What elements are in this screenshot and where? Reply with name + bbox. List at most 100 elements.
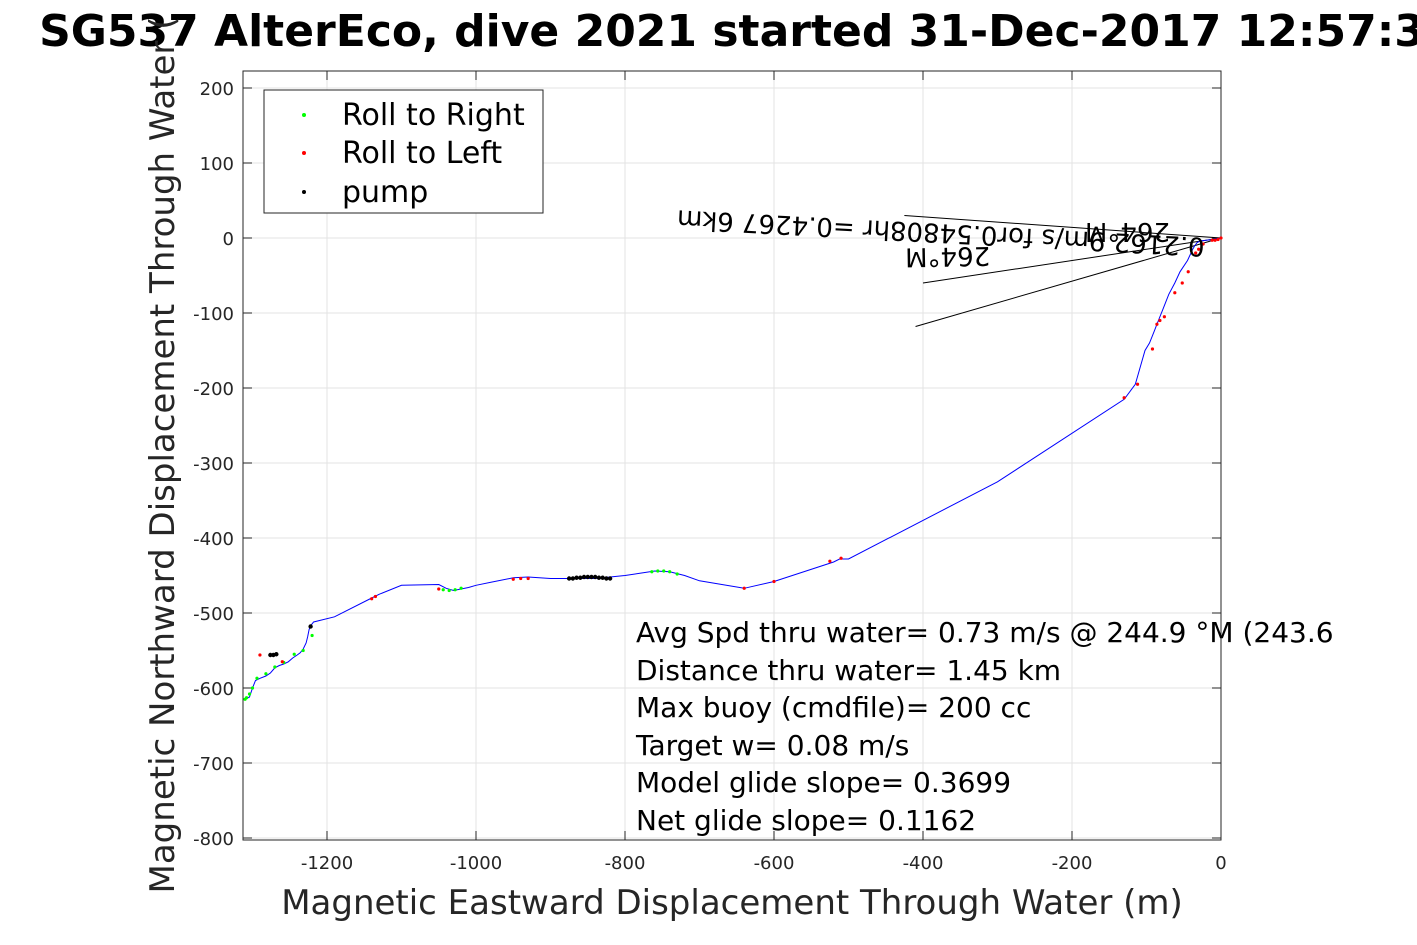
series-roll-to-left bbox=[258, 236, 1223, 664]
roll-left-point bbox=[373, 594, 378, 599]
roll-left-point bbox=[1122, 396, 1126, 400]
y-tick-label: -600 bbox=[193, 679, 234, 700]
roll-right-point bbox=[292, 652, 296, 656]
roll-left-point bbox=[280, 660, 284, 664]
rotated-label-heading-1: 264°M bbox=[1085, 216, 1170, 246]
x-tick-label: -200 bbox=[1052, 853, 1093, 874]
roll-left-point bbox=[511, 577, 515, 581]
stats-annotations: Avg Spd thru water= 0.73 m/s @ 244.9 °M … bbox=[635, 616, 1334, 837]
series-roll-to-right bbox=[243, 569, 679, 701]
roll-right-point bbox=[247, 692, 252, 696]
roll-left-point bbox=[828, 559, 832, 563]
y-tick-label: 100 bbox=[200, 154, 234, 175]
legend-marker-roll-left bbox=[302, 151, 306, 155]
pump-point bbox=[589, 574, 594, 580]
roll-left-point bbox=[1155, 322, 1159, 326]
legend-label-pump: pump bbox=[342, 175, 428, 210]
pump-point bbox=[574, 575, 579, 580]
roll-left-point bbox=[437, 587, 441, 591]
roll-left-point bbox=[1158, 318, 1162, 323]
x-tick-labels: -1200 -1000 -800 -600 -400 -200 0 bbox=[301, 853, 1227, 874]
roll-left-point bbox=[258, 653, 262, 657]
pump-point bbox=[578, 575, 583, 580]
roll-left-point bbox=[519, 576, 523, 581]
roll-left-point bbox=[1219, 236, 1223, 240]
y-tick-label: -500 bbox=[193, 604, 234, 625]
roll-right-point bbox=[650, 570, 654, 574]
y-tick-label: -100 bbox=[193, 304, 234, 325]
roll-left-point bbox=[1194, 251, 1198, 255]
y-tick-labels: 200 100 0 -100 -200 -300 -400 -500 -600 -700 -800 bbox=[193, 79, 234, 850]
roll-left-point bbox=[1213, 238, 1217, 242]
roll-left-point bbox=[526, 576, 530, 581]
annotation-distance: Distance thru water= 1.45 km bbox=[636, 654, 1061, 687]
legend-box bbox=[263, 89, 544, 214]
roll-right-point bbox=[675, 572, 679, 576]
roll-right-point bbox=[447, 588, 451, 593]
pump-point bbox=[570, 576, 576, 581]
roll-left-point bbox=[1135, 382, 1140, 386]
roll-right-point bbox=[668, 570, 672, 574]
roll-right-point bbox=[255, 676, 259, 680]
heading-guide-line bbox=[922, 237, 1222, 284]
roll-left-point bbox=[370, 597, 374, 601]
x-tick-label: -1000 bbox=[450, 853, 502, 874]
roll-left-point bbox=[1216, 237, 1220, 242]
pump-point bbox=[268, 652, 273, 658]
roll-right-point bbox=[441, 588, 445, 592]
roll-right-point bbox=[301, 648, 305, 653]
pump-point bbox=[593, 574, 598, 580]
roll-left-point bbox=[1186, 270, 1190, 274]
annotation-max-buoy: Max buoy (cmdfile)= 200 cc bbox=[636, 691, 1031, 724]
legend-label-roll-left: Roll to Left bbox=[342, 136, 502, 171]
roll-left-point bbox=[1150, 347, 1155, 351]
y-tick-label: -200 bbox=[193, 379, 234, 400]
pump-point bbox=[308, 624, 313, 629]
heading-guide-line bbox=[915, 237, 1222, 327]
x-tick-label: -1200 bbox=[301, 853, 353, 874]
roll-left-point bbox=[1201, 242, 1205, 246]
heading-guide-lines bbox=[904, 215, 1222, 327]
y-tick-label: -700 bbox=[193, 754, 234, 775]
roll-right-point bbox=[243, 697, 247, 701]
pump-point bbox=[600, 575, 605, 580]
roll-left-point bbox=[1197, 247, 1201, 251]
roll-left-point bbox=[1180, 281, 1184, 285]
annotation-avg-speed: Avg Spd thru water= 0.73 m/s @ 244.9 °M … bbox=[636, 616, 1334, 649]
y-tick-label: -400 bbox=[193, 529, 234, 550]
y-tick-label: -800 bbox=[193, 829, 234, 850]
roll-right-point bbox=[310, 633, 314, 638]
roll-left-point bbox=[839, 556, 843, 560]
roll-right-point bbox=[459, 586, 463, 590]
roll-left-point bbox=[1210, 238, 1214, 242]
roll-left-point bbox=[742, 586, 746, 590]
annotation-model-glide: Model glide slope= 0.3699 bbox=[636, 766, 1011, 799]
legend-marker-roll-right bbox=[302, 113, 306, 117]
annotation-net-glide: Net glide slope= 0.1162 bbox=[636, 804, 976, 837]
pump-point bbox=[585, 574, 590, 580]
series-pump bbox=[268, 574, 613, 658]
x-tick-label: -800 bbox=[605, 853, 646, 874]
heading-guide-line bbox=[904, 215, 1222, 239]
roll-right-point bbox=[250, 686, 255, 690]
y-tick-label: 200 bbox=[200, 79, 234, 100]
x-tick-label: -600 bbox=[754, 853, 795, 874]
legend-marker-pump bbox=[302, 190, 306, 194]
x-tick-label: -400 bbox=[903, 853, 944, 874]
roll-left-point bbox=[1173, 291, 1177, 295]
roll-right-point bbox=[453, 588, 457, 592]
chart-title: SG537 AlterEco, dive 2021 started 31-Dec… bbox=[39, 6, 1417, 57]
legend-label-roll-right: Roll to Right bbox=[342, 98, 525, 133]
y-axis-label: Magnetic Northward Displacement Through … bbox=[143, 17, 183, 894]
roll-right-point bbox=[656, 569, 660, 573]
legend: Roll to Right Roll to Left pump bbox=[263, 89, 544, 214]
y-tick-label: 0 bbox=[223, 229, 234, 250]
pump-point bbox=[566, 576, 572, 581]
pump-point bbox=[604, 576, 609, 581]
x-tick-label: 0 bbox=[1215, 853, 1226, 874]
roll-left-point bbox=[772, 579, 776, 584]
annotation-target-w: Target w= 0.08 m/s bbox=[635, 729, 909, 762]
rotated-label-heading-2: 264°M bbox=[905, 240, 991, 271]
roll-right-point bbox=[264, 672, 268, 676]
